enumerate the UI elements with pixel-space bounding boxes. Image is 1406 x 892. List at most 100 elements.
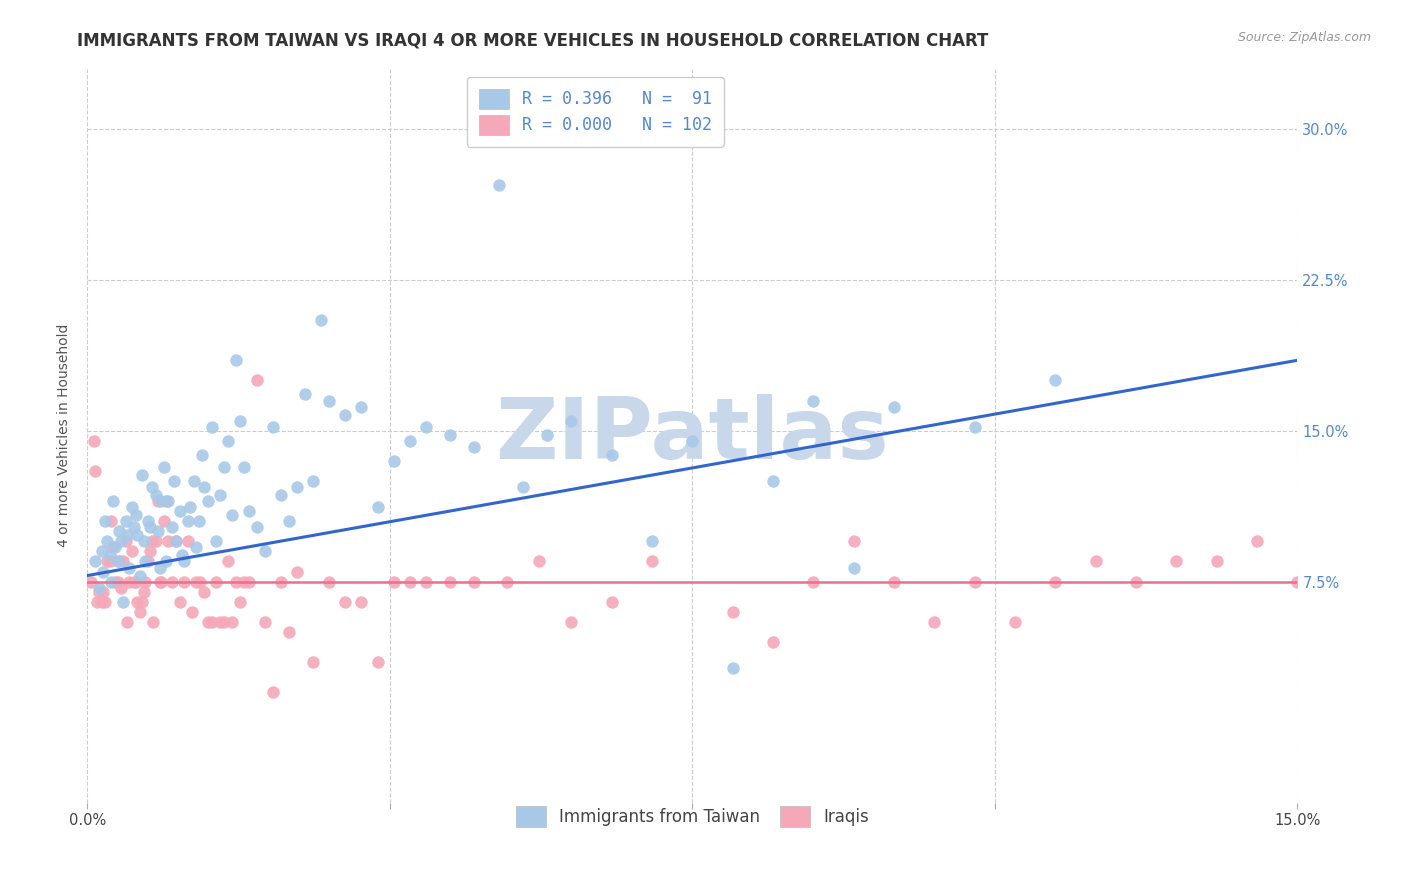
Point — [183, 474, 205, 488]
Point — [721, 661, 744, 675]
Point — [229, 595, 252, 609]
Point — [439, 574, 461, 589]
Point — [560, 414, 582, 428]
Point — [117, 528, 139, 542]
Point — [155, 554, 177, 568]
Point — [842, 534, 865, 549]
Point — [463, 440, 485, 454]
Point — [1004, 615, 1026, 629]
Point — [318, 393, 340, 408]
Point — [205, 574, 228, 589]
Point — [89, 581, 111, 595]
Point — [127, 595, 149, 609]
Point — [100, 574, 122, 589]
Point — [91, 565, 114, 579]
Point — [118, 574, 141, 589]
Point — [127, 528, 149, 542]
Point — [262, 419, 284, 434]
Point — [209, 615, 232, 629]
Point — [149, 560, 172, 574]
Point — [214, 615, 236, 629]
Point — [439, 427, 461, 442]
Point — [842, 560, 865, 574]
Point — [145, 488, 167, 502]
Point — [350, 595, 373, 609]
Point — [115, 534, 138, 549]
Point — [145, 534, 167, 549]
Point — [80, 574, 103, 589]
Point — [165, 534, 187, 549]
Point — [1125, 574, 1147, 589]
Point — [89, 584, 111, 599]
Point — [155, 494, 177, 508]
Point — [225, 574, 247, 589]
Point — [246, 373, 269, 387]
Point — [600, 595, 623, 609]
Point — [1205, 554, 1227, 568]
Point — [153, 514, 176, 528]
Point — [110, 534, 132, 549]
Point — [131, 467, 153, 482]
Point — [94, 514, 117, 528]
Point — [488, 178, 510, 193]
Point — [350, 400, 373, 414]
Point — [193, 480, 215, 494]
Point — [883, 574, 905, 589]
Point — [181, 605, 204, 619]
Point — [309, 313, 332, 327]
Point — [560, 615, 582, 629]
Point — [134, 574, 156, 589]
Point — [197, 494, 219, 508]
Point — [285, 565, 308, 579]
Point — [246, 520, 269, 534]
Point — [150, 574, 173, 589]
Point — [100, 514, 122, 528]
Point — [367, 500, 389, 515]
Point — [112, 554, 135, 568]
Point — [134, 554, 156, 568]
Point — [382, 574, 405, 589]
Point — [98, 549, 121, 563]
Point — [177, 514, 200, 528]
Point — [94, 595, 117, 609]
Point — [91, 584, 114, 599]
Point — [142, 615, 165, 629]
Point — [131, 595, 153, 609]
Point — [86, 595, 108, 609]
Point — [801, 574, 824, 589]
Point — [184, 541, 207, 555]
Point — [463, 574, 485, 589]
Point — [762, 635, 785, 649]
Point — [963, 419, 986, 434]
Point — [150, 494, 173, 508]
Point — [197, 615, 219, 629]
Point — [90, 544, 112, 558]
Point — [229, 414, 252, 428]
Point — [121, 544, 143, 558]
Point — [173, 554, 195, 568]
Point — [121, 500, 143, 515]
Point — [169, 504, 191, 518]
Point — [225, 353, 247, 368]
Point — [101, 541, 124, 555]
Point — [335, 595, 357, 609]
Point — [238, 574, 260, 589]
Point — [156, 494, 179, 508]
Point — [681, 434, 703, 448]
Point — [165, 534, 187, 549]
Text: ZIPatlas: ZIPatlas — [495, 394, 889, 477]
Point — [117, 615, 139, 629]
Point — [302, 655, 325, 669]
Point — [641, 534, 664, 549]
Point — [107, 574, 129, 589]
Point — [132, 584, 155, 599]
Point — [96, 534, 118, 549]
Point — [1084, 554, 1107, 568]
Point — [335, 408, 357, 422]
Point — [115, 514, 138, 528]
Point — [721, 605, 744, 619]
Point — [270, 488, 292, 502]
Point — [221, 508, 243, 523]
Point — [141, 534, 163, 549]
Point — [512, 480, 534, 494]
